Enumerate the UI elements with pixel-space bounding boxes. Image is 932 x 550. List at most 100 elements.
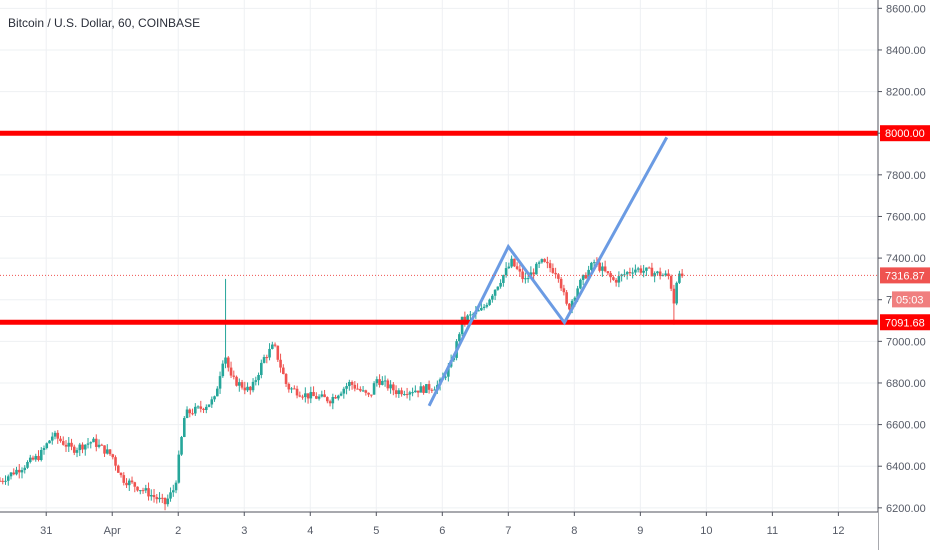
candle-body (477, 310, 480, 312)
candle-body (502, 275, 505, 283)
candle-body (614, 279, 618, 283)
candle-body (650, 267, 654, 277)
candle-body (444, 376, 447, 378)
candle-body (568, 303, 571, 310)
candle-body (416, 390, 420, 393)
candle-body (158, 497, 161, 500)
candle-body (326, 397, 329, 402)
candle-body (64, 444, 68, 447)
candle-body (488, 299, 491, 305)
candle-body (86, 443, 90, 445)
candle-body (631, 272, 634, 274)
candle-body (353, 384, 357, 389)
candle-body (639, 268, 643, 273)
candle-body (394, 390, 398, 395)
candle-body (337, 395, 340, 399)
level-resistance-label: 8000.00 (885, 128, 925, 140)
candle-body (590, 262, 593, 270)
time-axis[interactable]: 31 Apr 2 3 4 5 6 7 8 9 10 11 12 (0, 511, 878, 550)
candle-body (166, 498, 170, 505)
candle-body (81, 444, 84, 450)
candle-body (414, 390, 417, 393)
candle-body (232, 375, 236, 377)
candle-body (480, 308, 483, 311)
candle-body (17, 469, 21, 473)
candle-body (221, 363, 225, 377)
candle-body (532, 272, 535, 275)
candle-body (160, 497, 164, 499)
candle-body (557, 274, 560, 279)
candle-body (656, 271, 659, 274)
candle-body (345, 386, 348, 389)
pattern-drawing[interactable] (427, 136, 669, 407)
price-tick-label: 6800.00 (886, 378, 926, 390)
candle-body (367, 392, 370, 395)
candle-body (331, 397, 335, 404)
candle-body (238, 382, 241, 386)
candle-body (227, 357, 230, 368)
candle-body (185, 409, 189, 418)
candle-body (419, 386, 423, 393)
candle-body (246, 386, 249, 391)
time-tick-label: 6 (439, 525, 445, 537)
candle-body (6, 476, 10, 481)
price-tick-label: 7000.00 (886, 336, 926, 348)
candle-body (116, 465, 120, 473)
candle-body (105, 449, 109, 454)
candle-body (386, 380, 390, 389)
price-tick-label: 7400.00 (886, 253, 926, 265)
candle-body (562, 288, 566, 293)
candle-body (298, 395, 302, 397)
candle-body (257, 374, 260, 381)
time-tick-label: 3 (241, 525, 247, 537)
pattern-zigzag-line[interactable] (427, 136, 669, 407)
candle-body (276, 345, 280, 360)
candle-body (149, 495, 153, 497)
candle-body (177, 454, 181, 483)
candle-body (496, 286, 500, 290)
candle-body (141, 490, 145, 492)
candle-body (282, 367, 285, 375)
time-tick-label: 10 (700, 525, 712, 537)
candle-body (279, 359, 282, 368)
candle-body (403, 394, 406, 396)
candle-body (224, 357, 227, 364)
candle-body (287, 383, 291, 390)
candle-body (430, 389, 434, 391)
candle-body (309, 392, 313, 399)
candle-body (235, 376, 238, 386)
chart-title: Bitcoin / U.S. Dollar, 60, COINBASE (8, 16, 200, 30)
candle-body (634, 269, 637, 273)
time-tick-label: 8 (571, 525, 577, 537)
candle-body (628, 272, 632, 274)
candle-body (370, 394, 373, 396)
candle-body (213, 396, 216, 400)
candle-body (598, 262, 601, 271)
price-tick-label: 6600.00 (886, 420, 926, 432)
candle-body (34, 455, 38, 460)
level-support-label: 7091.68 (885, 317, 925, 329)
candle-body (573, 297, 577, 301)
candle-body (59, 438, 62, 442)
candle-body (317, 396, 321, 399)
candle-body (196, 406, 200, 408)
candle-body (39, 450, 43, 460)
level-resistance-badge (880, 125, 930, 142)
candle-body (397, 390, 401, 395)
candle-body (127, 480, 131, 486)
time-tick-label: 4 (307, 525, 313, 537)
candle-body (240, 382, 244, 388)
candle-body (392, 384, 395, 391)
candle-body (271, 344, 274, 349)
candle-body (612, 277, 615, 280)
price-axis[interactable]: 6200.006400.006600.006800.007000.007200.… (877, 0, 932, 550)
candle-body (15, 469, 18, 475)
candle-body (4, 480, 7, 482)
candle-body (9, 472, 13, 477)
horizontal-levels[interactable] (0, 130, 878, 325)
candle-body (70, 442, 73, 447)
candle-body (50, 436, 54, 441)
candle-body (433, 389, 436, 391)
candle-body (130, 480, 134, 483)
